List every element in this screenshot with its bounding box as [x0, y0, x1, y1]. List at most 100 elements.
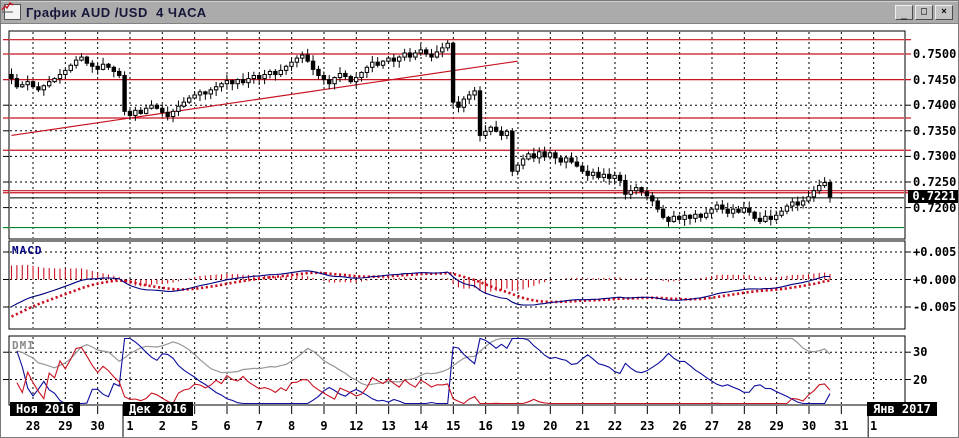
candle [117, 70, 122, 77]
candle [741, 207, 747, 213]
dmi-panel[interactable] [8, 335, 906, 406]
candle [553, 152, 558, 159]
chart-app-icon [1, 2, 21, 20]
dmi-axis-label: 30 [913, 345, 928, 360]
dmi-adx-line [16, 337, 831, 386]
candle [343, 72, 348, 78]
candle [391, 57, 397, 62]
candle [181, 101, 187, 107]
candle [504, 130, 510, 136]
candle [644, 191, 650, 197]
candle [133, 109, 138, 116]
candle [418, 49, 423, 54]
candle [429, 53, 434, 58]
maximize-button[interactable]: □ [915, 4, 933, 20]
price-axis-label: 0.7450 [913, 72, 957, 87]
candle [612, 174, 617, 179]
candle [375, 61, 380, 66]
candle [176, 105, 181, 112]
candle [703, 212, 709, 218]
candle [558, 157, 563, 163]
candle [768, 215, 773, 220]
price-axis-label: 0.7250 [913, 175, 957, 189]
candle [752, 211, 757, 219]
candle [720, 204, 725, 210]
candle [100, 63, 106, 70]
candle [262, 73, 267, 80]
macd-axis-label: +0.000 [913, 272, 957, 287]
candle [461, 98, 467, 108]
candle [563, 157, 569, 163]
macd-signal-line [10, 271, 831, 318]
candle [827, 182, 833, 198]
candle [682, 214, 687, 220]
dmi-panel-label: DMI [12, 339, 35, 352]
candle [122, 75, 127, 112]
candle [413, 52, 418, 58]
candle [187, 97, 192, 103]
day-label: 26 [672, 418, 687, 433]
candle [542, 151, 547, 158]
candle [246, 78, 251, 84]
day-label: 12 [349, 418, 364, 433]
candle [283, 65, 289, 71]
candle [353, 77, 359, 83]
candle [510, 130, 515, 172]
day-label: 14 [413, 418, 429, 433]
candle [138, 109, 143, 114]
candle [332, 77, 337, 85]
candle [41, 85, 47, 91]
dmi-axis-label: 20 [913, 372, 928, 387]
candle [203, 91, 208, 95]
candle [601, 173, 607, 178]
candle [784, 205, 790, 212]
macd-panel[interactable] [8, 240, 906, 330]
candle [257, 75, 262, 80]
candle [520, 158, 526, 166]
day-label: 20 [543, 418, 558, 433]
candle [666, 216, 671, 222]
candle [364, 66, 370, 73]
day-label: 30 [801, 418, 817, 433]
day-label: 21 [575, 418, 590, 433]
day-label: 16 [478, 418, 493, 433]
candle [817, 185, 822, 192]
day-label: 1 [870, 418, 878, 433]
macd-line [11, 270, 830, 308]
candle [456, 101, 461, 108]
candle [736, 208, 741, 213]
day-label: 5 [191, 418, 199, 433]
candle [655, 200, 660, 210]
price-panel[interactable] [8, 30, 906, 240]
candle [580, 165, 585, 172]
minimize-button[interactable]: _ [895, 4, 913, 20]
candle [450, 42, 456, 103]
macd-panel-label: MACD [12, 244, 43, 257]
candle [725, 208, 730, 214]
candle [20, 84, 25, 88]
candle [526, 153, 531, 160]
candle [477, 90, 483, 136]
day-label: 1 [126, 418, 134, 433]
dmi-minus-di-line [16, 337, 831, 405]
candle [440, 47, 445, 53]
candle [63, 69, 68, 75]
candle [434, 51, 440, 58]
window-buttons: _ □ × [895, 4, 953, 20]
month-badge-dec: Дек 2016 [123, 402, 193, 416]
candle [84, 56, 90, 64]
candle [235, 79, 240, 85]
candle [574, 161, 580, 167]
day-label: 29 [58, 418, 73, 433]
title-bar[interactable]: График AUD /USD 4 ЧАСА _ □ × [1, 1, 958, 24]
candle [402, 52, 407, 58]
close-button[interactable]: × [935, 4, 953, 20]
macd-axis-label: -0.005 [913, 300, 957, 314]
candle [628, 190, 633, 195]
candle [337, 72, 343, 79]
candle [757, 217, 763, 222]
candle [687, 214, 693, 219]
candle [36, 86, 41, 91]
day-label: 29 [769, 418, 784, 433]
